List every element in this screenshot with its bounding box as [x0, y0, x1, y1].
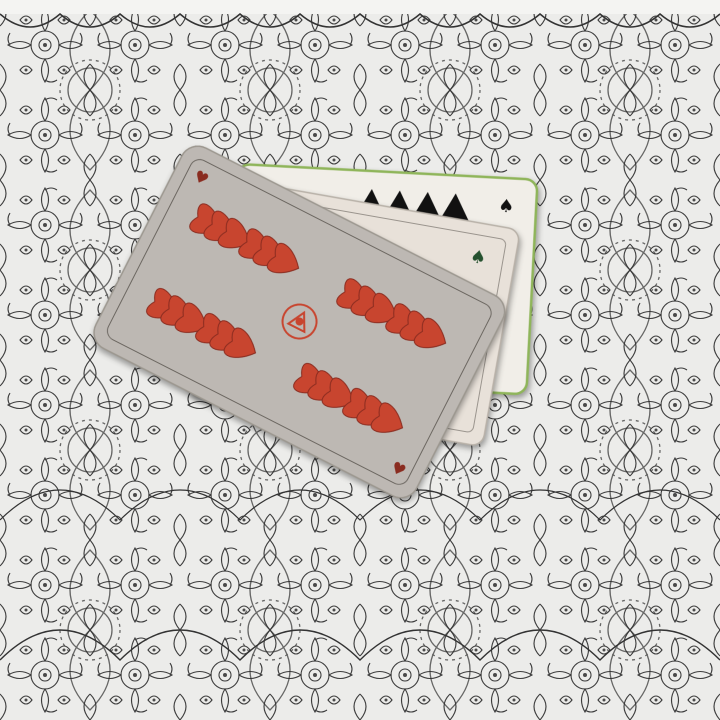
heart-pip — [385, 303, 447, 349]
heart-pip — [189, 203, 251, 249]
playing-card-hearts-eight[interactable]: ♥ ♥ — [88, 140, 511, 504]
heart-pip — [195, 313, 257, 358]
heart-pip — [293, 362, 355, 408]
center-emblem — [281, 303, 318, 340]
corner-suit-symbol: ♠ — [498, 196, 515, 218]
corner-suit-symbol: ♠ — [468, 246, 488, 269]
heart-pips — [146, 203, 447, 433]
heart-pip — [336, 278, 398, 324]
heart-pip — [238, 228, 300, 274]
heart-pip — [146, 288, 208, 333]
heart-pip — [342, 387, 404, 433]
